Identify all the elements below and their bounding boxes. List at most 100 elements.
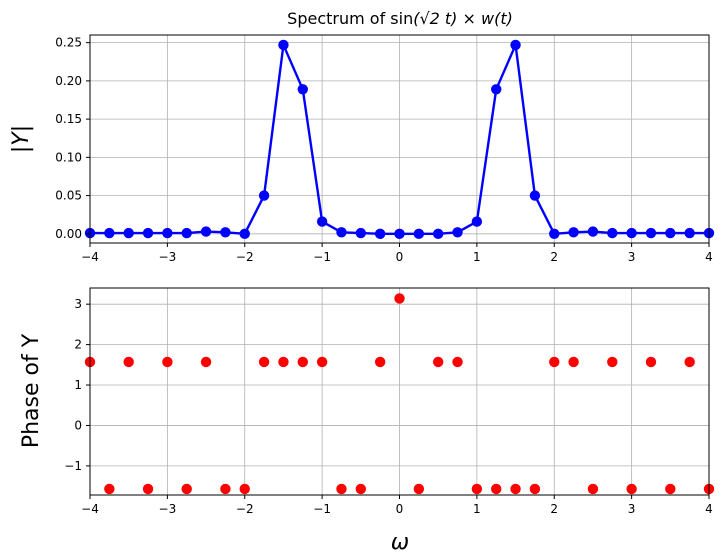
magnitude-data-point (200, 226, 212, 237)
phase-data-point (510, 483, 521, 495)
phase-data-point (452, 356, 463, 368)
magnitude-data-point (471, 216, 483, 227)
magnitude-data-point (529, 190, 541, 201)
magnitude-ylabel: |Y| (9, 125, 34, 153)
magnitude-ticks: −4 −3 −2 −1 0 1 2 3 4 0.00 0.05 0.10 0.15 0.20 0.25 (55, 36, 713, 264)
phase-data-point (394, 293, 405, 304)
magnitude-xtick-label: 2 (550, 250, 558, 264)
phase-data-point (162, 356, 173, 368)
magnitude-data-point (142, 227, 154, 239)
magnitude-data-point (220, 227, 231, 238)
chart-title-prefix: Spectrum of sin (287, 9, 413, 28)
phase-ytick-label: −1 (64, 459, 82, 473)
magnitude-data-point (123, 227, 134, 239)
magnitude-xtick-label: 1 (473, 250, 481, 264)
magnitude-series (84, 39, 715, 240)
phase-xlabel: ω (391, 530, 409, 555)
magnitude-data-point (684, 227, 695, 239)
phase-data-point (684, 356, 695, 368)
magnitude-xtick-label: −3 (159, 250, 177, 264)
phase-panel: −4 −3 −2 −1 0 1 2 3 4 −1 0 1 2 3 Phase of Y ω (19, 287, 715, 555)
phase-data-point (529, 483, 541, 495)
phase-data-point (316, 356, 328, 368)
magnitude-ytick-label: 0.20 (55, 74, 82, 88)
phase-xtick-label: 4 (705, 502, 713, 516)
magnitude-ytick-label: 0.25 (55, 36, 82, 50)
phase-data-point (587, 483, 599, 495)
phase-data-point (123, 356, 134, 368)
phase-ytick-label: 1 (74, 378, 82, 392)
phase-data-point (645, 356, 657, 368)
magnitude-data-point (568, 227, 579, 238)
magnitude-data-point (104, 227, 115, 239)
magnitude-xtick-label: −4 (81, 250, 99, 264)
phase-series (84, 293, 715, 495)
magnitude-data-point (239, 228, 250, 240)
magnitude-data-point (549, 228, 560, 240)
phase-data-point (568, 356, 579, 368)
magnitude-ytick-label: 0.15 (55, 112, 82, 126)
magnitude-xtick-label: 4 (705, 250, 713, 264)
phase-data-point (413, 483, 425, 495)
phase-xtick-label: 0 (396, 502, 404, 516)
magnitude-ytick-label: 0.05 (55, 189, 82, 203)
magnitude-data-point (607, 227, 618, 239)
magnitude-data-point (665, 227, 676, 239)
phase-xtick-label: 1 (473, 502, 481, 516)
magnitude-grid (89, 35, 710, 243)
phase-data-point (239, 483, 250, 495)
magnitude-data-point (162, 227, 173, 239)
phase-ticks: −4 −3 −2 −1 0 1 2 3 4 −1 0 1 2 3 (64, 297, 713, 516)
magnitude-data-point (336, 227, 347, 238)
magnitude-xtick-label: 0 (396, 250, 404, 264)
magnitude-data-point (645, 227, 657, 239)
magnitude-data-point (181, 227, 192, 239)
phase-data-point (549, 356, 560, 368)
phase-xtick-label: 3 (628, 502, 636, 516)
magnitude-xtick-label: −2 (236, 250, 254, 264)
magnitude-data-point (452, 227, 463, 238)
magnitude-data-point (510, 39, 521, 51)
phase-ytick-label: 2 (74, 338, 82, 352)
phase-data-point (626, 483, 637, 495)
phase-xtick-label: −3 (159, 502, 177, 516)
phase-data-point (432, 356, 444, 368)
phase-ytick-label: 0 (74, 418, 82, 432)
phase-data-point (665, 483, 676, 495)
phase-data-point (258, 356, 270, 368)
phase-xtick-label: −1 (313, 502, 331, 516)
magnitude-data-point (413, 228, 425, 240)
magnitude-ytick-label: 0.10 (55, 150, 82, 164)
magnitude-data-point (394, 228, 405, 240)
phase-data-point (181, 483, 192, 495)
phase-data-point (142, 483, 154, 495)
magnitude-data-point (374, 228, 386, 240)
phase-data-point (104, 483, 115, 495)
chart-title: Spectrum of sin(√2 t) × w(t) (287, 9, 513, 28)
magnitude-data-point (297, 84, 308, 95)
magnitude-data-point (258, 190, 270, 201)
phase-data-point (471, 483, 483, 495)
magnitude-ytick-label: 0.00 (55, 227, 82, 241)
magnitude-data-point (626, 227, 637, 239)
magnitude-data-point (491, 84, 502, 95)
magnitude-panel: −4 −3 −2 −1 0 1 2 3 4 0.00 0.05 0.10 0.15 0.20 0.25 |Y… (9, 34, 715, 264)
phase-data-point (607, 356, 618, 368)
phase-grid (89, 288, 710, 495)
magnitude-xtick-label: 3 (628, 250, 636, 264)
phase-ytick-label: 3 (74, 297, 82, 311)
phase-data-point (297, 356, 308, 368)
magnitude-data-point (316, 216, 328, 227)
phase-data-point (336, 483, 347, 495)
magnitude-data-point (355, 227, 367, 239)
phase-data-point (491, 483, 502, 495)
magnitude-data-point (278, 39, 289, 51)
phase-xtick-label: 2 (550, 502, 558, 516)
phase-data-point (200, 356, 212, 368)
phase-data-point (355, 483, 367, 495)
magnitude-data-point (587, 226, 599, 237)
magnitude-data-point (432, 228, 444, 240)
phase-data-point (220, 483, 231, 495)
phase-ylabel: Phase of Y (19, 333, 44, 448)
